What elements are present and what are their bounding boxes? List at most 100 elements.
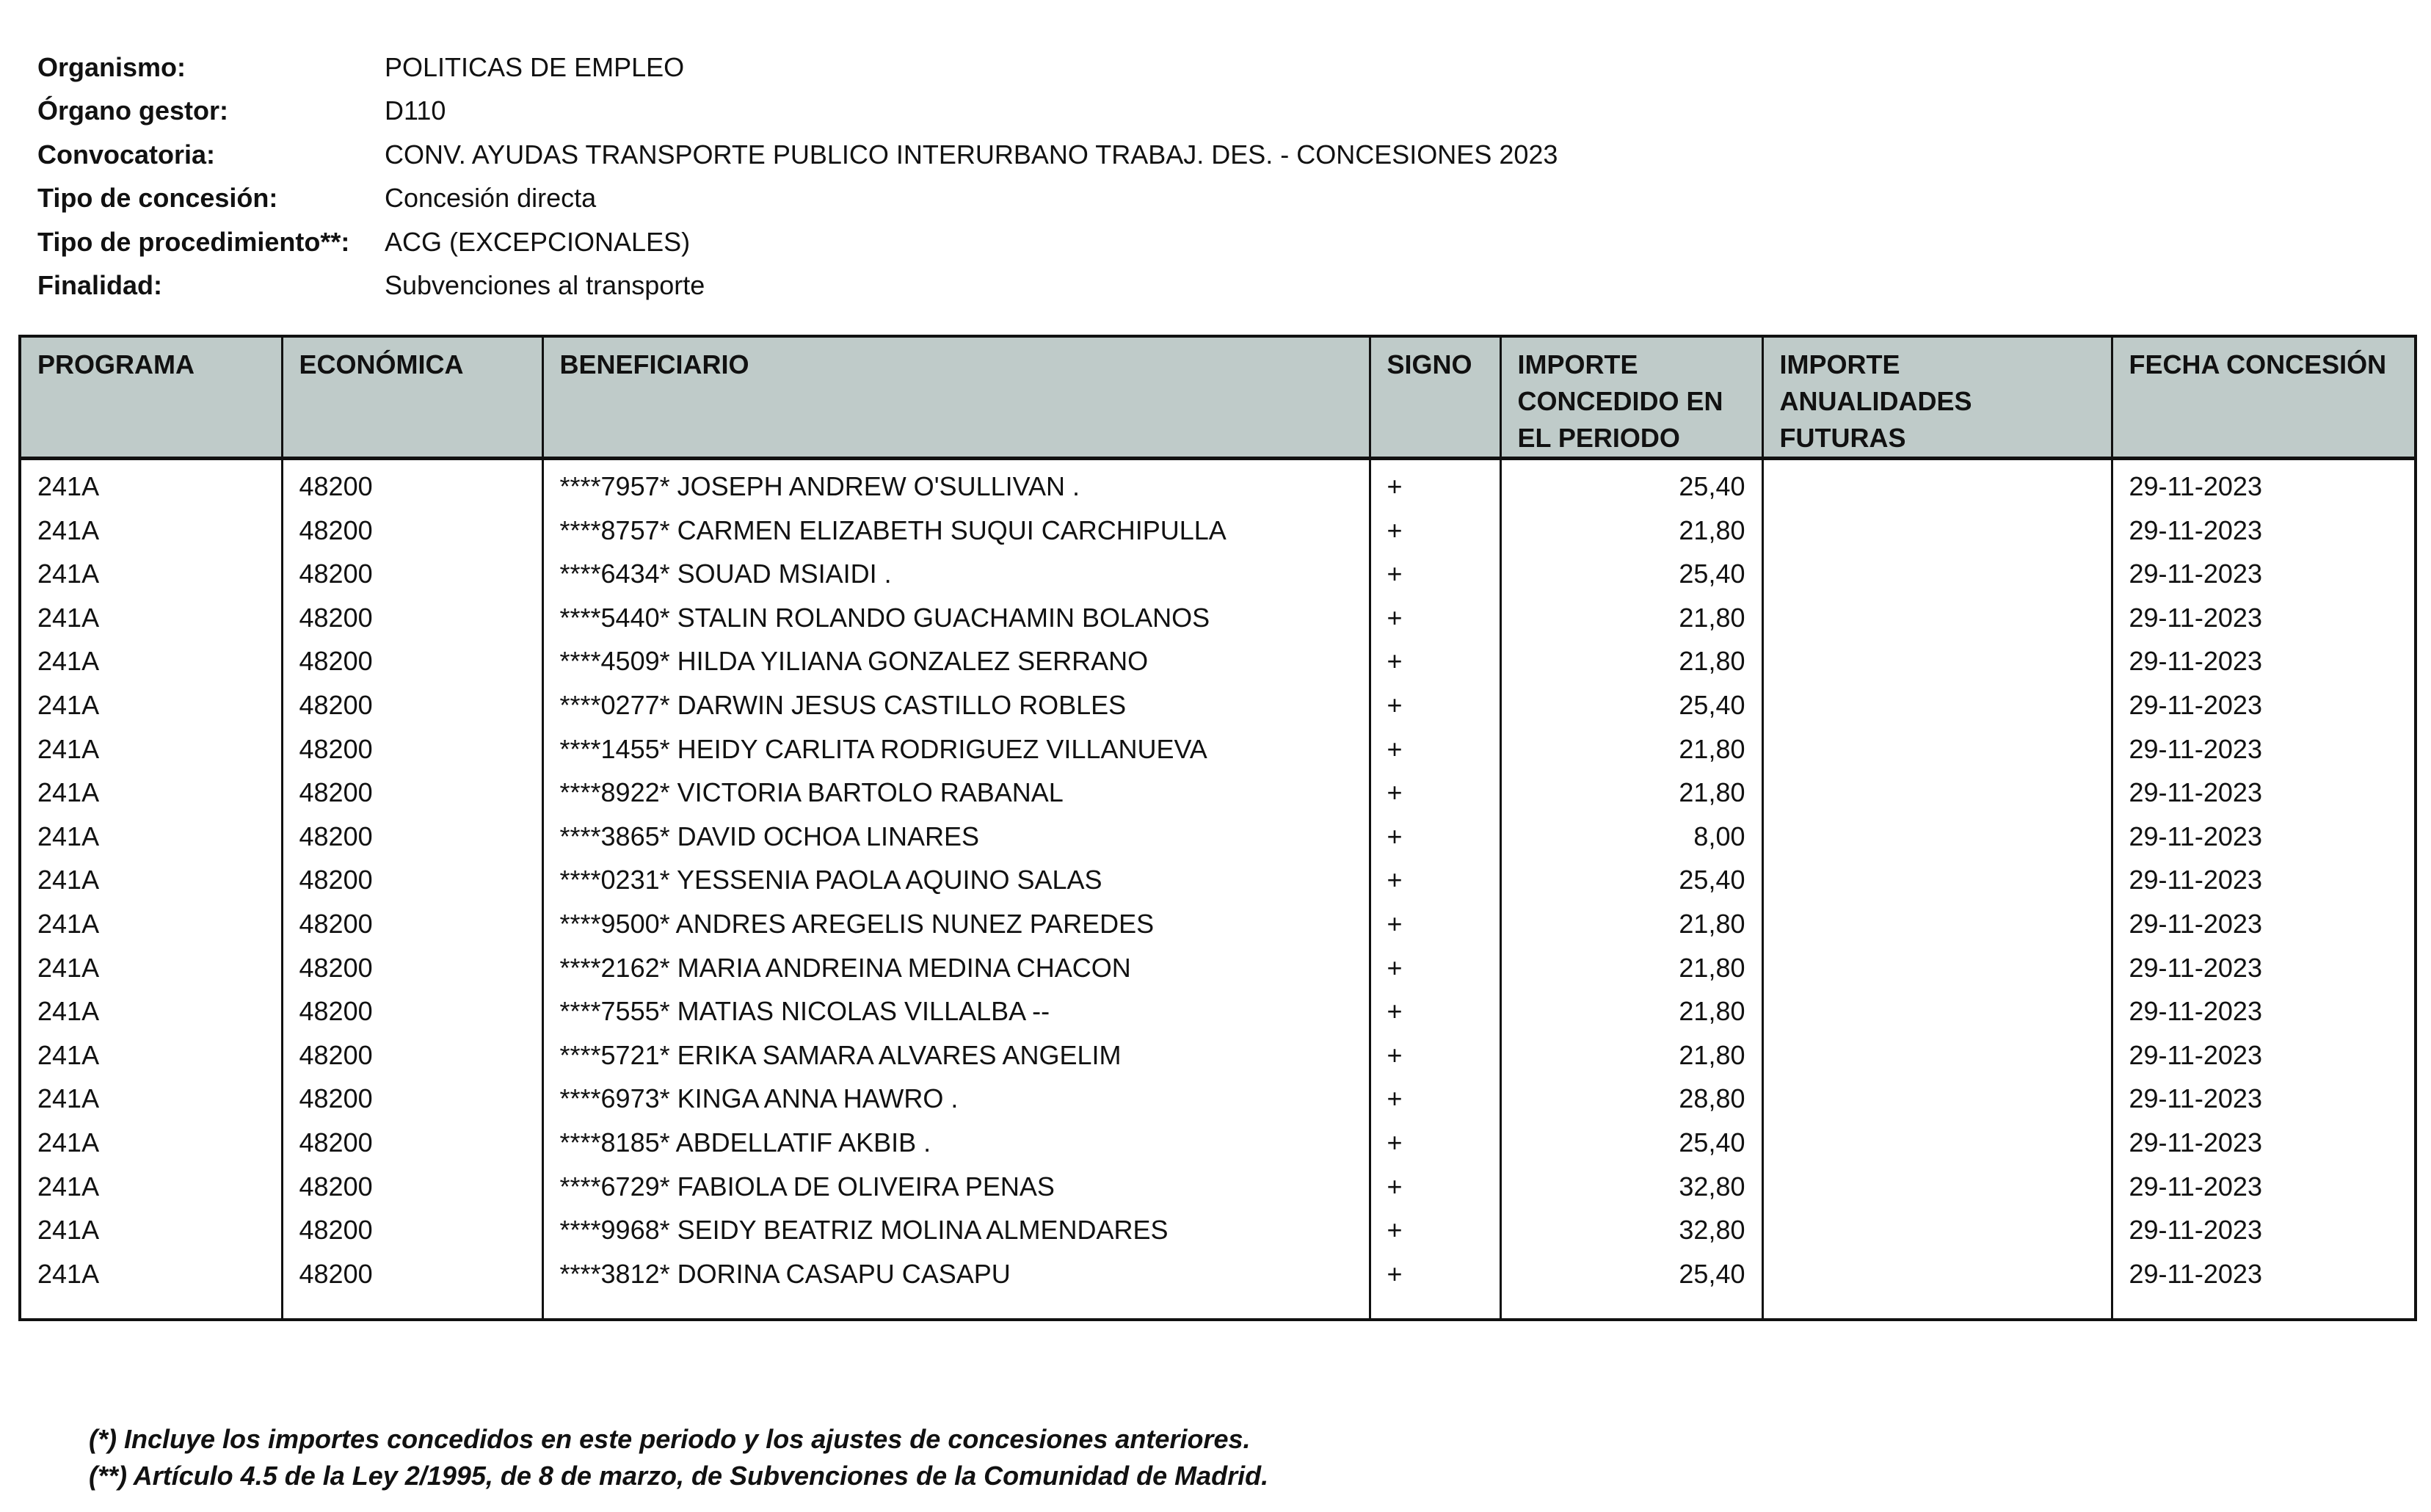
column-header: IMPORTE CONCEDIDO EN EL PERIODO xyxy=(1500,336,1764,460)
empty-cell xyxy=(1762,1295,2113,1320)
meta-label: Tipo de concesión: xyxy=(37,183,278,214)
table-row: 241A 48200 ****8757* CARMEN ELIZABETH SUQU… xyxy=(20,508,2416,553)
table-cell: ****8185* ABDELLATIF AKBIB . xyxy=(542,1120,1371,1165)
empty-cell xyxy=(282,1295,544,1320)
meta-label: Tipo de procedimiento**: xyxy=(37,226,350,257)
table-cell: 48200 xyxy=(282,1120,544,1165)
table-cell: ****5440* STALIN ROLANDO GUACHAMIN BOLAN… xyxy=(542,595,1371,640)
table-cell: + xyxy=(1370,1120,1502,1165)
table-cell: 29-11-2023 xyxy=(2129,1258,2262,1289)
table-cell: 241A xyxy=(20,1077,283,1121)
table-cell: 29-11-2023 xyxy=(2129,515,2262,545)
document-metadata: Organismo: POLITICAS DE EMPLEO Órgano gest… xyxy=(37,46,1558,308)
table-cell: 241A xyxy=(20,1120,283,1165)
table-cell xyxy=(1762,989,2113,1033)
empty-cell xyxy=(20,1295,283,1320)
table-cell: ****4509* HILDA YILIANA GONZALEZ SERRANO xyxy=(542,639,1371,683)
concessions-table: PROGRAMA ECONÓMICA BENEFICIARIO SIGNO IMPORT… xyxy=(18,335,2417,1321)
table-cell: 32,80 xyxy=(1500,1164,1764,1209)
table-cell: ****9968* SEIDY BEATRIZ MOLINA ALMENDARE… xyxy=(542,1208,1371,1252)
meta-value: Concesión directa xyxy=(385,183,597,214)
table-cell: 48200 xyxy=(282,1251,544,1296)
table-cell: ****3865* DAVID OCHOA LINARES xyxy=(542,814,1371,859)
table-cell: + xyxy=(1370,1077,1502,1121)
table-cell: 48200 xyxy=(282,1033,544,1077)
table-cell: ****0231* YESSENIA PAOLA AQUINO SALAS xyxy=(542,858,1371,902)
footnote-1: (*) Incluye los importes concedidos en e… xyxy=(89,1424,1251,1454)
table-cell: 241A xyxy=(20,552,283,596)
meta-value: POLITICAS DE EMPLEO xyxy=(385,51,685,82)
table-cell: + xyxy=(1370,1033,1502,1077)
table-cell xyxy=(1762,1251,2113,1296)
column-header: FECHA CONCESIÓN xyxy=(2112,336,2416,460)
table-cell: 29-11-2023 xyxy=(2129,471,2262,501)
table-cell: + xyxy=(1370,458,1502,509)
table-cell: + xyxy=(1370,727,1502,771)
table-cell: 48200 xyxy=(282,595,544,640)
table-cell: 21,80 xyxy=(1500,727,1764,771)
table-cell xyxy=(1762,683,2113,727)
table-cell: 29-11-2023 xyxy=(2129,1083,2262,1114)
table-cell: ****7957* JOSEPH ANDREW O'SULLIVAN . xyxy=(542,458,1371,509)
table-cell: + xyxy=(1370,683,1502,727)
table-cell: ****7555* MATIAS NICOLAS VILLALBA -- xyxy=(542,989,1371,1033)
table-cell: + xyxy=(1370,901,1502,946)
table-cell: 29-11-2023 xyxy=(2129,821,2262,851)
empty-cell xyxy=(1500,1295,1764,1320)
table-cell: 25,40 xyxy=(1500,683,1764,727)
table-cell: 29-11-2023 xyxy=(2129,689,2262,720)
table-cell: + xyxy=(1370,1251,1502,1296)
table-cell: 241A xyxy=(20,989,283,1033)
table-cell: 25,40 xyxy=(1500,858,1764,902)
table-cell: 21,80 xyxy=(1500,639,1764,683)
table-cell: + xyxy=(1370,1164,1502,1209)
table-cell xyxy=(1762,945,2113,990)
meta-row: Organismo: POLITICAS DE EMPLEO xyxy=(37,46,1558,90)
table-cell: ****6434* SOUAD MSIAIDI . xyxy=(542,552,1371,596)
table-cell: + xyxy=(1370,595,1502,640)
table-cell: 29-11-2023 xyxy=(2129,1171,2262,1202)
table-cell: 29-11-2023 xyxy=(2129,777,2262,808)
column-header: IMPORTE ANUALIDADES FUTURAS xyxy=(1762,336,2113,460)
table-cell: 29-11-2023 xyxy=(2129,996,2262,1027)
table-cell: ****1455* HEIDY CARLITA RODRIGUEZ VILLAN… xyxy=(542,727,1371,771)
table-row: 241A 48200 ****9500* ANDRES AREGELIS NUNEZ… xyxy=(20,901,2416,946)
table-cell xyxy=(1762,1164,2113,1209)
table-row: 241A 48200 ****6729* FABIOLA DE OLIVEIRA P… xyxy=(20,1164,2416,1209)
table-cell: 48200 xyxy=(282,727,544,771)
table-cell: 241A xyxy=(20,683,283,727)
table-row: 241A 48200 ****9968* SEIDY BEATRIZ MOLINA … xyxy=(20,1208,2416,1252)
table-cell: 48200 xyxy=(282,1077,544,1121)
table-cell xyxy=(1762,552,2113,596)
table-cell: + xyxy=(1370,945,1502,990)
table-cell: 48200 xyxy=(282,552,544,596)
empty-cell xyxy=(2112,1295,2416,1320)
table-cell: 48200 xyxy=(282,639,544,683)
table-cell: + xyxy=(1370,814,1502,859)
meta-label: Órgano gestor: xyxy=(37,95,229,126)
table-row: 241A 48200 ****1455* HEIDY CARLITA RODRIGU… xyxy=(20,727,2416,771)
table-cell: ****0277* DARWIN JESUS CASTILLO ROBLES xyxy=(542,683,1371,727)
table-cell: 29-11-2023 xyxy=(2129,1039,2262,1070)
table-row: 241A 48200 ****6973* KINGA ANNA HAWRO . +28… xyxy=(20,1077,2416,1121)
table-cell: ****3812* DORINA CASAPU CASAPU xyxy=(542,1251,1371,1296)
table-cell: 21,80 xyxy=(1500,771,1764,815)
footnote-2: (**) Artículo 4.5 de la Ley 2/1995, de 8… xyxy=(89,1461,1269,1491)
table-cell: 48200 xyxy=(282,814,544,859)
footnotes: (*) Incluye los importes concedidos en e… xyxy=(89,1421,1268,1494)
table-cell: 241A xyxy=(20,639,283,683)
table-cell: ****9500* ANDRES AREGELIS NUNEZ PAREDES xyxy=(542,901,1371,946)
meta-label: Organismo: xyxy=(37,51,186,82)
table-cell: 48200 xyxy=(282,989,544,1033)
table-cell: 241A xyxy=(20,595,283,640)
table-cell: 241A xyxy=(20,945,283,990)
table-cell: 48200 xyxy=(282,1208,544,1252)
table-cell: 241A xyxy=(20,1164,283,1209)
table-row: 241A 48200 ****3865* DAVID OCHOA LINARES +8… xyxy=(20,814,2416,859)
table-cell: 29-11-2023 xyxy=(2129,865,2262,895)
table-row: 241A 48200 ****8185* ABDELLATIF AKBIB . +25… xyxy=(20,1120,2416,1165)
table-cell xyxy=(1762,595,2113,640)
table-cell xyxy=(1762,901,2113,946)
table-row: 241A 48200 ****5721* ERIKA SAMARA ALVARES … xyxy=(20,1033,2416,1077)
meta-value: CONV. AYUDAS TRANSPORTE PUBLICO INTERURB… xyxy=(385,139,1558,170)
